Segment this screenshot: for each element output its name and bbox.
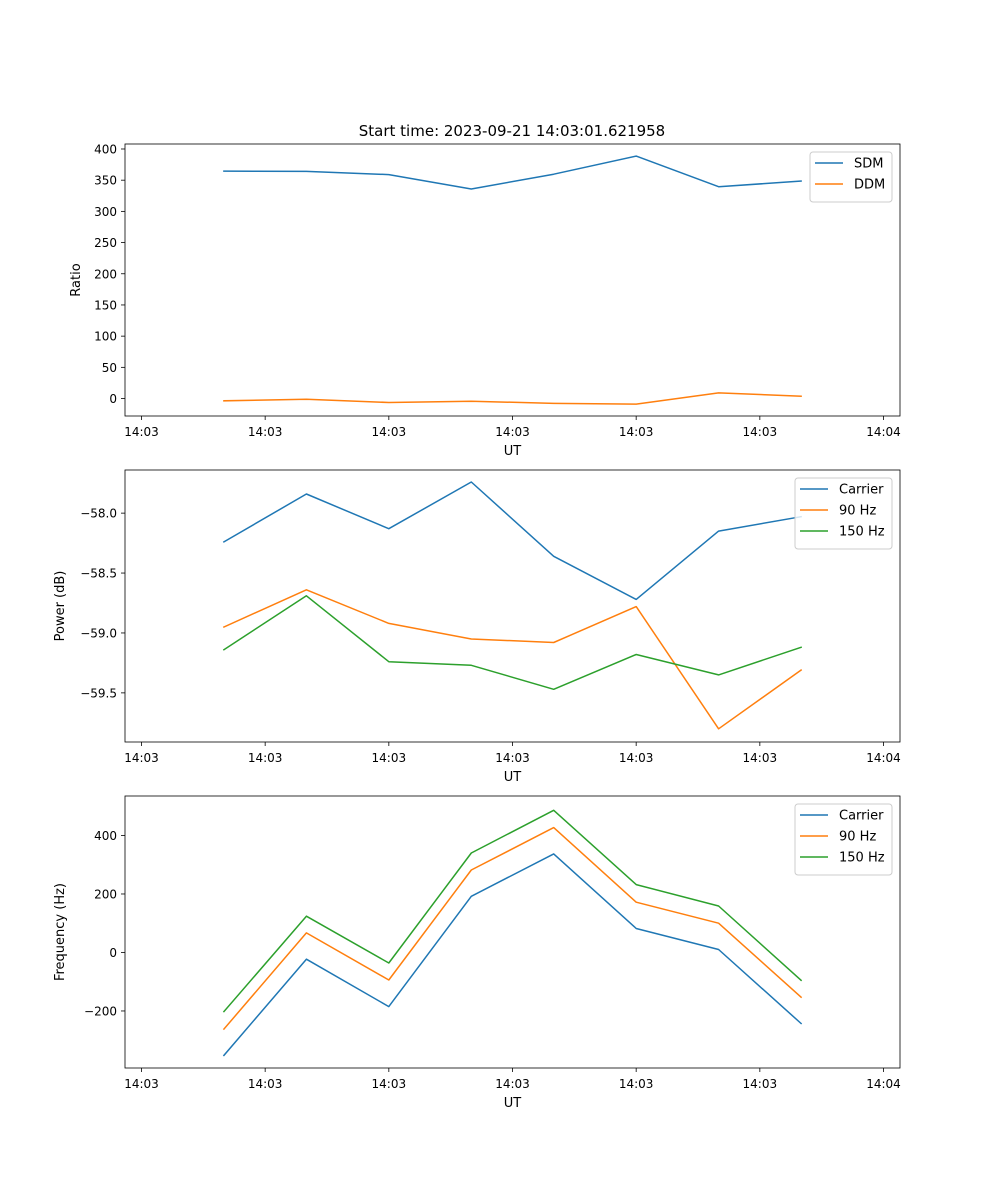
figure-title: Start time: 2023-09-21 14:03:01.621958 xyxy=(359,122,665,140)
legend-label: DDM xyxy=(854,178,885,193)
y-tick-label: 200 xyxy=(94,267,117,281)
x-tick-label: 14:03 xyxy=(619,425,654,439)
series-line-sdm xyxy=(223,155,802,190)
legend-label: 90 Hz xyxy=(839,830,876,845)
chart-panel-2: 14:03 14:03 14:03 14:03 14:03 14:03 14:04 −59.5… xyxy=(53,469,901,785)
x-tick-label: 14:04 xyxy=(866,751,901,765)
legend-label: 90 Hz xyxy=(839,504,876,519)
legend-label: 150 Hz xyxy=(839,525,885,540)
x-axis-label: UT xyxy=(504,1096,522,1111)
chart-panel-1: 14:03 14:03 14:03 14:03 14:03 14:03 14:04 0 50 10… xyxy=(69,142,901,459)
y-tick-label: −200 xyxy=(84,1004,117,1018)
y-tick-label: −58.5 xyxy=(80,567,117,581)
y-tick-label: −59.5 xyxy=(80,686,117,700)
x-tick-label: 14:04 xyxy=(866,1077,901,1091)
x-tick-label: 14:03 xyxy=(124,1077,159,1091)
legend-label: Carrier xyxy=(839,809,884,824)
y-tick-label: 150 xyxy=(94,298,117,312)
legend-label: SDM xyxy=(854,157,883,172)
y-tick-label: 300 xyxy=(94,205,117,219)
x-tick-label: 14:03 xyxy=(124,751,159,765)
x-tick-label: 14:03 xyxy=(248,425,283,439)
x-tick-label: 14:03 xyxy=(619,751,654,765)
y-tick-label: 400 xyxy=(94,142,117,156)
x-tick-label: 14:03 xyxy=(743,751,778,765)
x-tick-label: 14:03 xyxy=(372,751,407,765)
y-tick-label: 200 xyxy=(94,887,117,901)
y-tick-label: 50 xyxy=(102,361,117,375)
x-tick-label: 14:03 xyxy=(124,425,159,439)
legend-label: Carrier xyxy=(839,483,884,498)
x-tick-label: 14:03 xyxy=(743,425,778,439)
y-tick-label: 0 xyxy=(109,392,117,406)
x-tick-label: 14:03 xyxy=(495,1077,530,1091)
x-tick-label: 14:04 xyxy=(866,425,901,439)
x-axis-label: UT xyxy=(504,444,522,459)
series-line-carrier xyxy=(222,481,802,601)
x-tick-label: 14:03 xyxy=(743,1077,778,1091)
series-line-90-hz xyxy=(222,826,803,1031)
legend-box xyxy=(809,151,893,203)
x-axis-label: UT xyxy=(504,770,522,785)
series-line-150-hz xyxy=(222,595,803,691)
series-line-carrier xyxy=(222,853,803,1057)
y-tick-label: 350 xyxy=(94,174,117,188)
legend: Carrier 90 Hz 150 Hz xyxy=(794,803,893,876)
x-tick-label: 14:03 xyxy=(495,751,530,765)
series-line-90-hz xyxy=(222,589,803,730)
x-tick-label: 14:03 xyxy=(619,1077,654,1091)
legend: SDM DDM xyxy=(809,151,893,203)
y-tick-label: 400 xyxy=(94,829,117,843)
y-tick-label: −58.0 xyxy=(80,507,117,521)
x-tick-label: 14:03 xyxy=(248,751,283,765)
y-tick-label: 0 xyxy=(109,946,117,960)
y-tick-label: −59.0 xyxy=(80,626,117,640)
y-tick-label: 100 xyxy=(94,330,117,344)
series-line-ddm xyxy=(223,392,802,405)
y-axis-label: Frequency (Hz) xyxy=(53,883,68,981)
x-tick-label: 14:03 xyxy=(495,425,530,439)
legend: Carrier 90 Hz 150 Hz xyxy=(794,477,893,550)
x-tick-label: 14:03 xyxy=(248,1077,283,1091)
y-axis-label: Ratio xyxy=(69,263,84,296)
chart-panel-3: 14:03 14:03 14:03 14:03 14:03 14:03 14:04 −200 0… xyxy=(53,795,901,1111)
x-tick-label: 14:03 xyxy=(372,1077,407,1091)
y-axis-label: Power (dB) xyxy=(53,571,68,642)
legend-label: 150 Hz xyxy=(839,851,885,866)
y-tick-label: 250 xyxy=(94,236,117,250)
x-tick-label: 14:03 xyxy=(372,425,407,439)
series-line-150-hz xyxy=(222,809,803,1013)
